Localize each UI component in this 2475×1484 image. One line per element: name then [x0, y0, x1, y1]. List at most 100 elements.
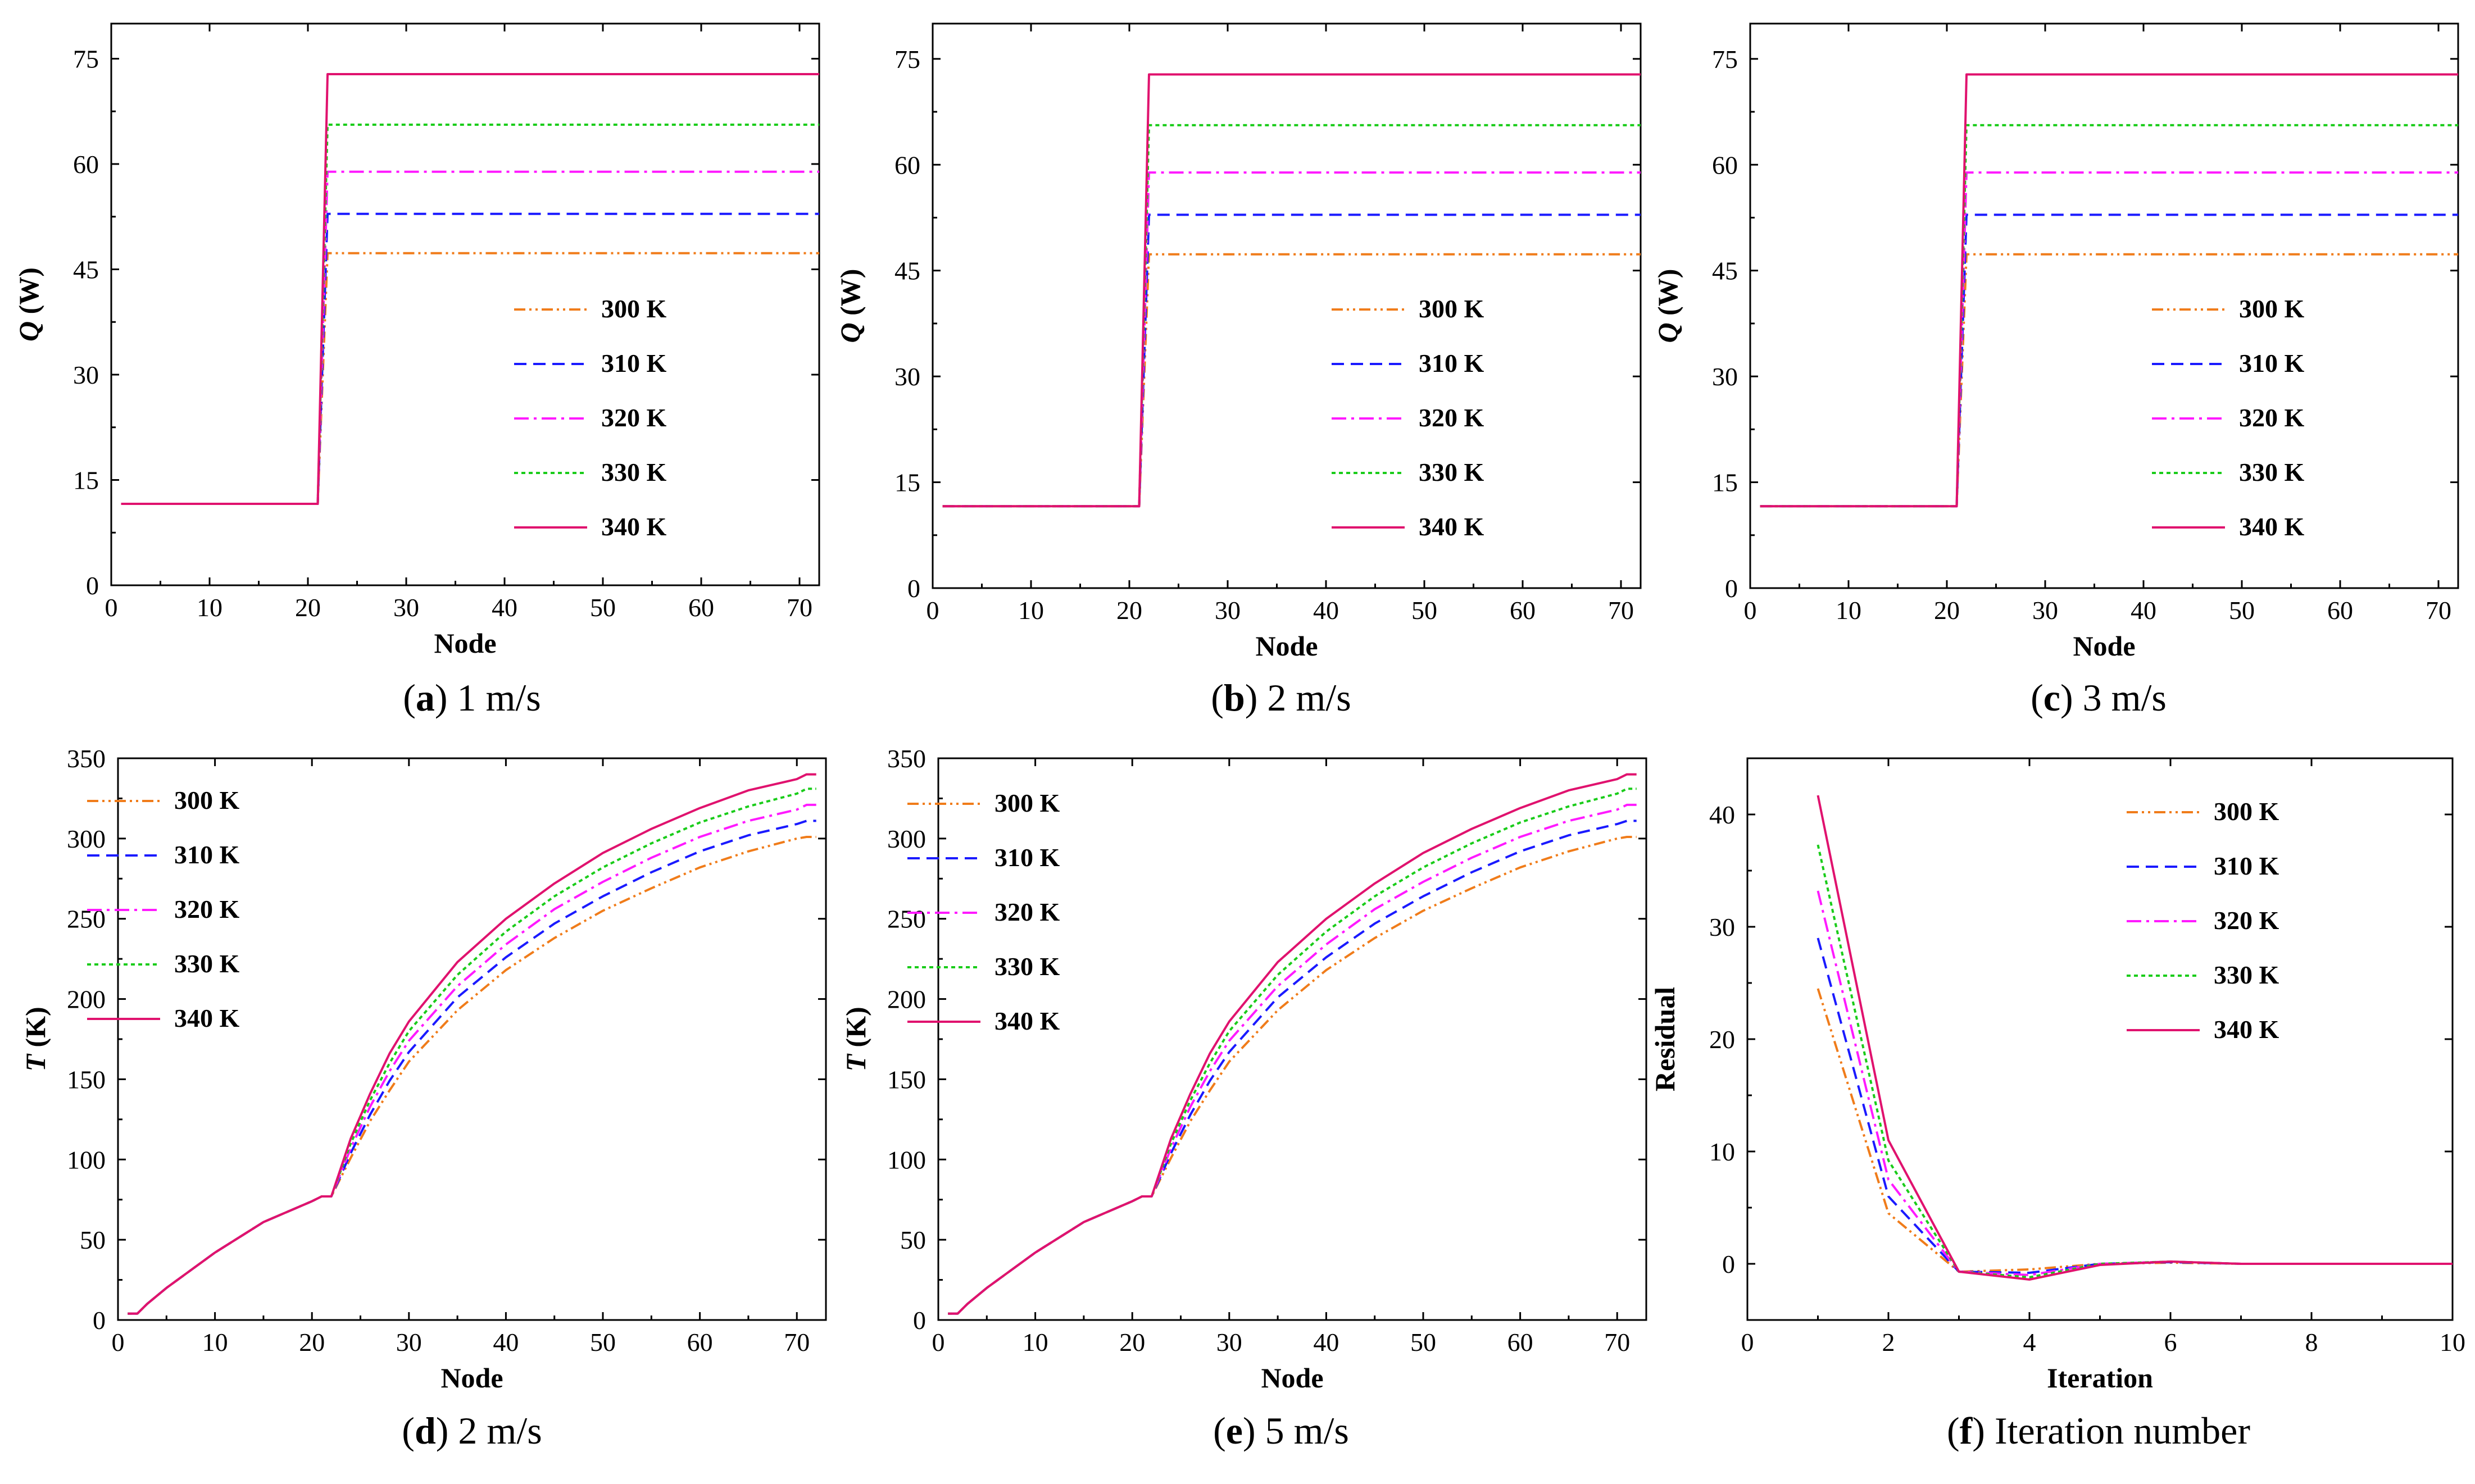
x-tick-label: 60: [1510, 596, 1536, 625]
x-axis-label: Node: [434, 627, 496, 659]
series-line-310k: [942, 213, 1641, 508]
legend-label: 310 K: [994, 843, 1060, 872]
series-line-320k: [942, 171, 1641, 508]
y-tick-label: 100: [67, 1145, 106, 1174]
x-tick-label: 40: [1313, 1328, 1339, 1356]
x-axis-label: Node: [440, 1362, 503, 1394]
series-line-340k: [948, 773, 1637, 1315]
series-line-310k: [1760, 213, 2458, 508]
y-tick-label: 60: [1712, 151, 1738, 179]
x-tick-label: 60: [687, 1328, 713, 1356]
legend-label: 320 K: [2239, 403, 2305, 432]
series-line-330k: [942, 124, 1641, 508]
legend-label: 330 K: [994, 952, 1060, 981]
legend-label: 330 K: [2239, 458, 2305, 486]
legend-label: 340 K: [601, 512, 667, 541]
y-tick-label: 30: [894, 362, 920, 391]
y-tick-label: 15: [894, 468, 920, 497]
chart-panel-b: 0 10 20 30 40 50 60 70 0 15 30 45 60 75 Node Q (W) 300 K…: [834, 22, 1642, 719]
series-line-310k: [1816, 937, 2453, 1274]
series-line-300k: [942, 253, 1641, 508]
x-tick-label: 60: [2327, 596, 2353, 625]
x-axis-label: Iteration: [2047, 1362, 2153, 1394]
y-tick-label: 150: [67, 1065, 106, 1094]
chart-panel-c: 0 10 20 30 40 50 60 70 0 15 30 45 60 75 Node Q (W) 300 K…: [1652, 22, 2459, 719]
y-tick-label: 150: [887, 1065, 926, 1094]
series-line-320k: [1760, 171, 2458, 508]
x-tick-label: 60: [688, 593, 714, 622]
y-tick-label: 0: [86, 571, 99, 600]
panel-caption: (f) Iteration number: [1947, 1409, 2250, 1452]
x-tick-label: 10: [202, 1328, 228, 1356]
y-tick-label: 30: [1712, 362, 1738, 391]
panel-caption: (d) 2 m/s: [402, 1409, 542, 1452]
y-tick-label: 60: [73, 150, 99, 179]
legend-label: 320 K: [174, 895, 240, 923]
series-line-300k: [121, 252, 819, 505]
x-tick-label: 20: [1116, 596, 1142, 625]
x-tick-label: 10: [197, 593, 222, 622]
y-tick-label: 20: [1709, 1025, 1735, 1054]
series-line-340k: [1816, 795, 2453, 1281]
legend-label: 320 K: [601, 403, 667, 432]
y-tick-label: 15: [1712, 468, 1738, 497]
x-tick-label: 0: [1741, 1328, 1754, 1356]
chart-panel-d: 0 10 20 30 40 50 60 70050100150200250300350Node…: [20, 744, 827, 1452]
y-tick-label: 350: [887, 744, 926, 773]
legend-label: 320 K: [994, 898, 1060, 926]
y-tick-label: 75: [1712, 45, 1738, 74]
y-tick-label: 0: [907, 574, 920, 603]
x-tick-label: 70: [787, 593, 812, 622]
x-tick-label: 70: [784, 1328, 810, 1356]
x-tick-label: 40: [492, 593, 517, 622]
series-line-340k: [128, 773, 816, 1315]
x-tick-label: 0: [1744, 596, 1757, 625]
x-tick-label: 10: [2440, 1328, 2465, 1356]
x-tick-label: 30: [1216, 1328, 1242, 1356]
x-tick-label: 8: [2305, 1328, 2318, 1356]
x-tick-label: 10: [1018, 596, 1044, 625]
y-tick-label: 45: [1712, 257, 1738, 285]
x-tick-label: 40: [493, 1328, 519, 1356]
legend-label: 310 K: [174, 840, 240, 869]
x-tick-label: 50: [1410, 1328, 1436, 1356]
series-line-330k: [1760, 124, 2458, 508]
legend-label: 300 K: [601, 294, 667, 323]
x-tick-label: 2: [1882, 1328, 1895, 1356]
x-tick-label: 70: [1604, 1328, 1630, 1356]
x-axis-label: Node: [1261, 1362, 1323, 1394]
x-tick-label: 0: [112, 1328, 125, 1356]
panel-caption: (b) 2 m/s: [1211, 676, 1351, 719]
x-tick-label: 0: [932, 1328, 945, 1356]
legend-label: 300 K: [2214, 797, 2279, 826]
y-axis-label: Q (W): [1652, 269, 1683, 343]
y-tick-label: 45: [894, 257, 920, 285]
x-tick-label: 60: [1507, 1328, 1533, 1356]
x-tick-label: 30: [2032, 596, 2058, 625]
y-tick-label: 0: [913, 1306, 926, 1335]
series-line-320k: [948, 803, 1637, 1315]
panel-caption: (e) 5 m/s: [1213, 1409, 1349, 1452]
y-tick-label: 0: [1722, 1250, 1735, 1278]
plot-frame: [937, 757, 1647, 1321]
legend-label: 310 K: [1419, 349, 1484, 377]
legend-label: 330 K: [2214, 960, 2279, 989]
x-tick-label: 50: [590, 1328, 616, 1356]
series-line-320k: [128, 803, 816, 1315]
x-tick-label: 50: [1411, 596, 1437, 625]
y-tick-label: 10: [1709, 1137, 1735, 1166]
legend-label: 310 K: [601, 349, 667, 377]
series-line-300k: [1760, 253, 2458, 508]
legend-label: 340 K: [1419, 512, 1484, 541]
series-line-310k: [948, 820, 1637, 1315]
plot-frame: [1746, 757, 2454, 1321]
series-line-320k: [121, 170, 819, 505]
x-tick-label: 6: [2164, 1328, 2177, 1356]
x-tick-label: 70: [2426, 596, 2451, 625]
legend-label: 320 K: [2214, 906, 2279, 935]
x-tick-label: 20: [299, 1328, 325, 1356]
x-tick-label: 50: [590, 593, 616, 622]
y-tick-label: 200: [887, 985, 926, 1014]
legend-label: 340 K: [994, 1007, 1060, 1035]
x-tick-label: 50: [2229, 596, 2255, 625]
